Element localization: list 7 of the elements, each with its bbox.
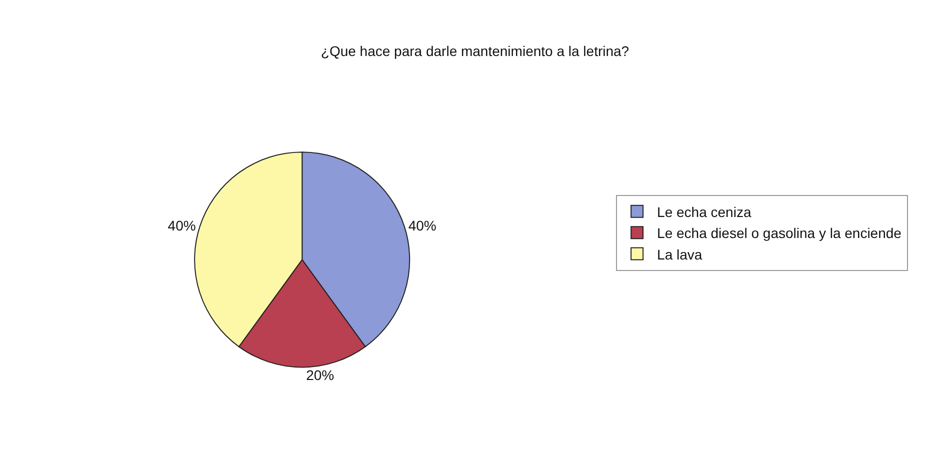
- chart-title: ¿Que hace para darle mantenimiento a la letrina?: [320, 43, 630, 60]
- legend-label: Le echa ceniza: [657, 204, 752, 220]
- legend-label: Le echa diesel o gasolina y la enciende: [657, 225, 902, 242]
- data-label: 40%: [168, 218, 196, 234]
- legend-label: La lava: [657, 246, 702, 262]
- data-label: 40%: [408, 218, 436, 234]
- data-label: 20%: [306, 367, 334, 384]
